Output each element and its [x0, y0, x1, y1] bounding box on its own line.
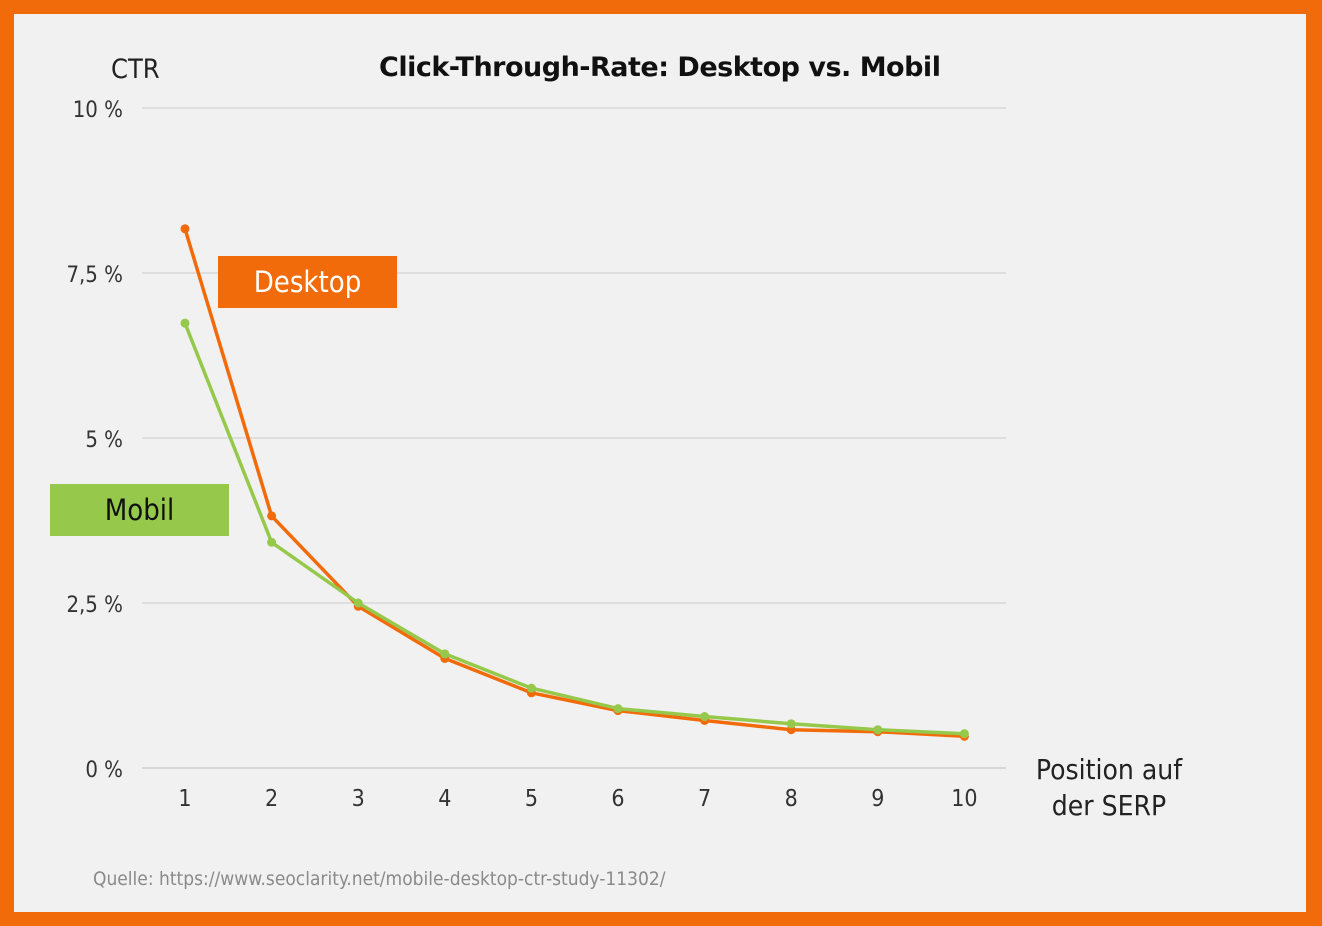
desktop-point: [267, 511, 277, 521]
y-tick-label: 5 %: [85, 428, 123, 453]
mobil-point: [959, 729, 969, 739]
mobil-point: [267, 537, 277, 547]
x-tick-label: 1: [178, 786, 191, 812]
series-lines: [180, 224, 969, 741]
chart-card: [14, 14, 1306, 912]
x-tick-label: 3: [352, 786, 365, 812]
x-tick-label: 2: [265, 786, 278, 812]
mobil-point: [873, 725, 883, 735]
y-tick-label: 0 %: [85, 758, 123, 783]
desktop-line: [183, 227, 967, 739]
source-note: Quelle: https://www.seoclarity.net/mobil…: [93, 868, 666, 890]
mobil-point: [613, 704, 623, 714]
desktop-point: [180, 224, 190, 234]
x-axis-label-line-2: der SERP: [1051, 789, 1167, 822]
y-tick-label: 7,5 %: [66, 263, 123, 288]
x-tick-label: 6: [611, 786, 624, 812]
mobil-point: [353, 598, 363, 608]
grid-lines: [142, 107, 1006, 769]
x-tick-label: 8: [785, 786, 798, 812]
mobil-point: [526, 683, 536, 693]
x-tick-label: 4: [438, 786, 451, 812]
y-tick-label: 2,5 %: [66, 593, 123, 618]
legend-desktop: Desktop: [218, 256, 397, 308]
y-axis-label: CTR: [111, 54, 160, 85]
y-tick-label: 10 %: [73, 98, 123, 123]
legend-mobil: Mobil: [50, 484, 229, 536]
chart-title: Click-Through-Rate: Desktop vs. Mobil: [379, 52, 941, 83]
mobil-point: [700, 712, 710, 722]
x-axis-label-line-1: Position auf: [1035, 753, 1183, 786]
mobil-point: [440, 649, 450, 659]
x-axis-label: Position auf der SERP: [1034, 752, 1184, 824]
mobil-point: [180, 318, 190, 328]
y-axis-ticks: 0 % 2,5 % 5 % 7,5 % 10 %: [66, 98, 123, 783]
mobil-line: [183, 321, 967, 736]
x-tick-label: 10: [951, 786, 977, 812]
x-tick-label: 9: [871, 786, 884, 812]
mobil-point: [786, 719, 796, 729]
x-axis-ticks: 1 2 3 4 5 6 7 8 9 10: [178, 786, 977, 812]
x-tick-label: 7: [698, 786, 711, 812]
x-tick-label: 5: [525, 786, 538, 812]
series-mobil: [180, 318, 969, 739]
